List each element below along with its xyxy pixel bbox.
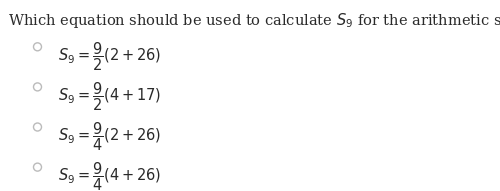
Text: Which equation should be used to calculate $S_9$ for the arithmetic sequence $a_: Which equation should be used to calcula… (8, 11, 500, 30)
Text: $S_9 = \dfrac{9}{2}(2+26)$: $S_9 = \dfrac{9}{2}(2+26)$ (58, 40, 161, 73)
Text: $S_9 = \dfrac{9}{2}(4+17)$: $S_9 = \dfrac{9}{2}(4+17)$ (58, 80, 161, 113)
Text: $S_9 = \dfrac{9}{4}(2+26)$: $S_9 = \dfrac{9}{4}(2+26)$ (58, 120, 161, 153)
Text: $S_9 = \dfrac{9}{4}(4+26)$: $S_9 = \dfrac{9}{4}(4+26)$ (58, 160, 161, 191)
